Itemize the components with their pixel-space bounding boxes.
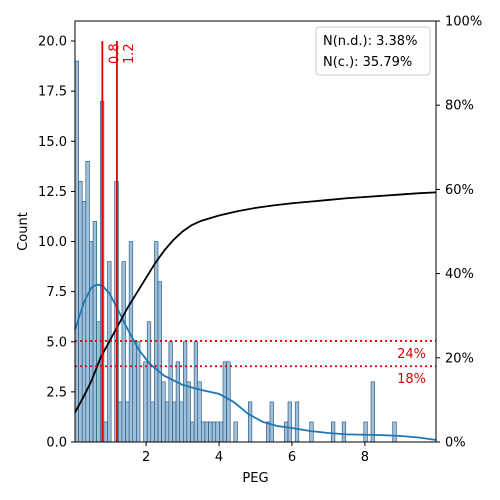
histogram-bar <box>201 422 205 442</box>
histogram-bar <box>205 422 209 442</box>
vertical-threshold-label: 0.8 <box>107 43 122 64</box>
legend-entry: N(c.): 35.79% <box>323 55 412 70</box>
y-tick-label: 10.0 <box>38 235 67 250</box>
histogram-bar <box>93 221 97 442</box>
histogram-bar <box>270 402 274 442</box>
histogram-bar <box>133 342 137 442</box>
histogram-bar <box>97 322 101 442</box>
histogram-bar <box>331 422 335 442</box>
histogram-bar <box>187 382 191 442</box>
histogram-bar <box>107 262 111 442</box>
histogram-bar <box>172 402 176 442</box>
y-axis-label: Count <box>16 212 31 251</box>
histogram-bar <box>122 262 126 442</box>
histogram-bar <box>151 402 155 442</box>
histogram-bar <box>165 402 169 442</box>
y-axis-left: 0.0 2.5 5.0 7.5 10.0 12.5 15.0 17.5 20.0 <box>38 35 75 451</box>
histogram-bar <box>147 322 151 442</box>
histogram-bar <box>158 282 162 442</box>
x-tick-label: 8 <box>361 450 369 465</box>
vertical-threshold-label: 1.2 <box>122 43 137 64</box>
histogram-bar <box>180 402 184 442</box>
y2-tick-label: 100% <box>445 15 482 30</box>
histogram-bar <box>393 422 397 442</box>
histogram-bar <box>75 61 79 442</box>
histogram-bar <box>169 342 173 442</box>
histogram-bar <box>104 422 108 442</box>
x-tick-label: 4 <box>215 450 223 465</box>
histogram-bar <box>209 422 213 442</box>
histogram-bar <box>216 422 220 442</box>
histogram-bar <box>126 402 130 442</box>
histogram-bar <box>288 402 292 442</box>
histogram-bar <box>191 422 195 442</box>
histogram-bar <box>284 422 288 442</box>
histogram-bar <box>227 362 231 442</box>
histogram-bar <box>136 342 140 442</box>
y-tick-label: 2.5 <box>46 385 67 400</box>
histogram-bar <box>183 342 187 442</box>
histogram-bar <box>118 402 122 442</box>
histogram-bar <box>86 161 90 442</box>
histogram-bar <box>176 362 180 442</box>
histogram-bar <box>248 402 252 442</box>
y-tick-label: 0.0 <box>46 436 67 451</box>
x-axis-label: PEG <box>242 471 268 486</box>
histogram-bar <box>144 362 148 442</box>
histogram-bar <box>371 382 375 442</box>
histogram-bar <box>266 422 270 442</box>
legend-entry: N(n.d.): 3.38% <box>323 34 417 49</box>
histogram-bar <box>364 422 368 442</box>
y-tick-label: 15.0 <box>38 135 67 150</box>
x-tick-label: 2 <box>142 450 150 465</box>
y-tick-label: 12.5 <box>38 185 67 200</box>
histogram-bar <box>212 422 216 442</box>
y-axis-right: 0% 20% 40% 60% 80% 100% <box>436 15 482 451</box>
horizontal-threshold-label: 18% <box>397 372 426 387</box>
x-axis: 2 4 6 8 <box>142 442 369 465</box>
horizontal-threshold-label: 24% <box>397 347 426 362</box>
histogram-bar <box>198 382 202 442</box>
y2-tick-label: 40% <box>445 267 474 282</box>
histogram-bar <box>342 422 346 442</box>
legend: N(n.d.): 3.38% N(c.): 35.79% <box>316 27 430 75</box>
histogram-bar <box>223 362 227 442</box>
histogram-bar <box>194 342 198 442</box>
histogram-bars <box>75 61 396 442</box>
y-tick-label: 5.0 <box>46 335 67 350</box>
x-tick-label: 6 <box>288 450 296 465</box>
y2-tick-label: 0% <box>445 436 466 451</box>
y-tick-label: 20.0 <box>38 35 67 50</box>
y2-tick-label: 20% <box>445 351 474 366</box>
y-tick-label: 17.5 <box>38 85 67 100</box>
y2-tick-label: 80% <box>445 99 474 114</box>
y2-tick-label: 60% <box>445 183 474 198</box>
histogram-bar <box>234 422 238 442</box>
y-tick-label: 7.5 <box>46 285 67 300</box>
histogram-bar <box>82 201 86 442</box>
histogram-bar <box>219 422 223 442</box>
histogram-bar <box>162 382 166 442</box>
histogram-bar <box>295 402 299 442</box>
